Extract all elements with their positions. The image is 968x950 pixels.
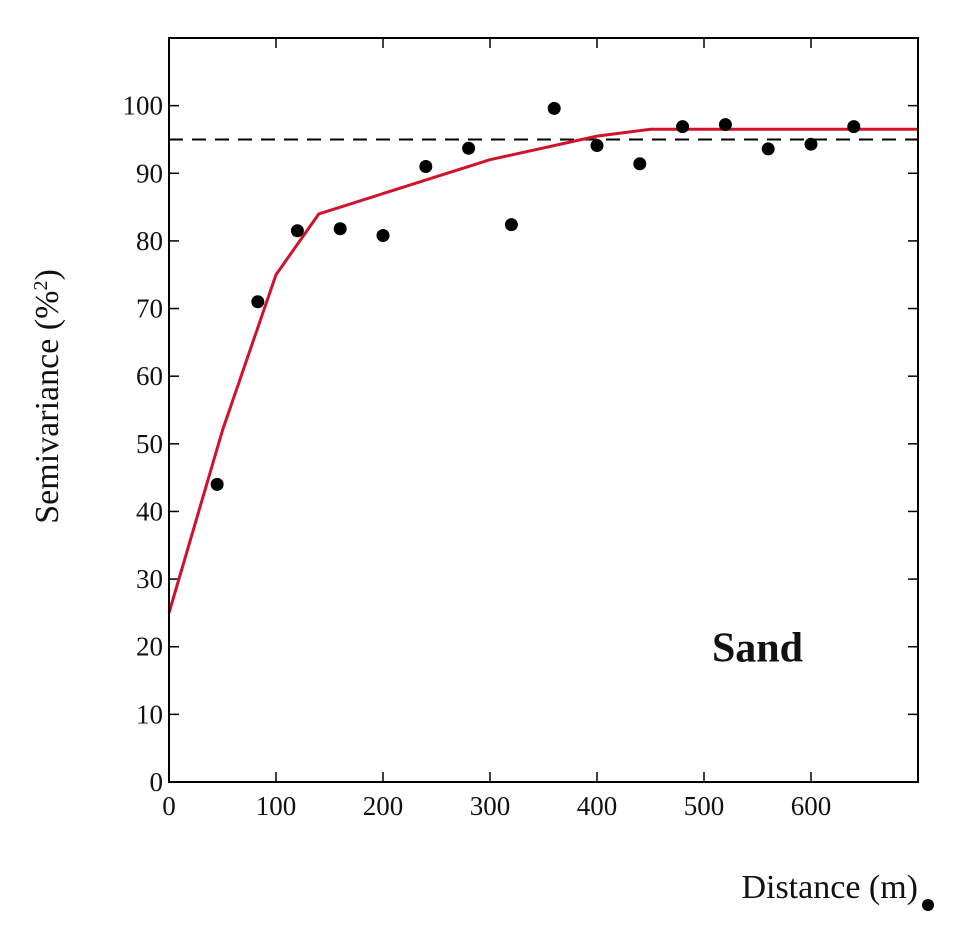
data-point [210, 477, 224, 491]
data-point [333, 222, 347, 236]
x-tick-label: 200 [363, 791, 404, 821]
x-tick-label: 300 [470, 791, 511, 821]
y-axis-title-main: Semivariance (% [29, 291, 66, 524]
sand-annotation: Sand [712, 626, 803, 672]
y-axis-title-close: ) [29, 269, 66, 280]
y-tick-label: 60 [136, 361, 163, 391]
x-tick-label: 100 [256, 791, 297, 821]
data-point [290, 224, 304, 238]
plot-frame [168, 37, 919, 783]
data-point [633, 157, 647, 171]
data-point [462, 141, 476, 155]
y-axis-title-sup: 2 [30, 281, 52, 291]
data-point [547, 101, 561, 115]
curve-layer [167, 127, 918, 614]
x-tick-label: 600 [791, 791, 832, 821]
y-axis-title: Semivariance (%2) [29, 269, 66, 524]
data-point [804, 137, 818, 151]
data-point [718, 118, 732, 132]
data-point [504, 218, 518, 232]
y-tick-label: 80 [136, 226, 163, 256]
y-tick-label: 90 [136, 158, 163, 188]
y-tick-label: 10 [136, 699, 163, 729]
y-tick-label: 20 [136, 632, 163, 662]
data-point [376, 228, 390, 242]
y-tick-label: 40 [136, 496, 163, 526]
points-layer [210, 101, 861, 491]
data-point [251, 295, 265, 309]
x-tick-label: 0 [162, 791, 176, 821]
data-point [419, 160, 433, 174]
y-tick-label: 30 [136, 564, 163, 594]
data-point [761, 142, 775, 156]
x-tick-label: 500 [684, 791, 725, 821]
y-tick-label: 70 [136, 294, 163, 324]
x-axis-title: Distance (m) [741, 869, 918, 906]
data-point [590, 139, 604, 153]
y-tick-label: 0 [150, 767, 164, 797]
corner-dot [922, 899, 934, 911]
x-tick-label: 400 [577, 791, 618, 821]
ticks-layer: 0 100 200 300 400 500 600 0 10 20 30 40 50 60 70 80 90 10… [123, 38, 918, 821]
data-point [676, 120, 690, 134]
fit-curve [167, 127, 918, 614]
y-tick-label: 50 [136, 429, 163, 459]
y-tick-label: 100 [123, 91, 164, 121]
data-point [847, 120, 861, 134]
